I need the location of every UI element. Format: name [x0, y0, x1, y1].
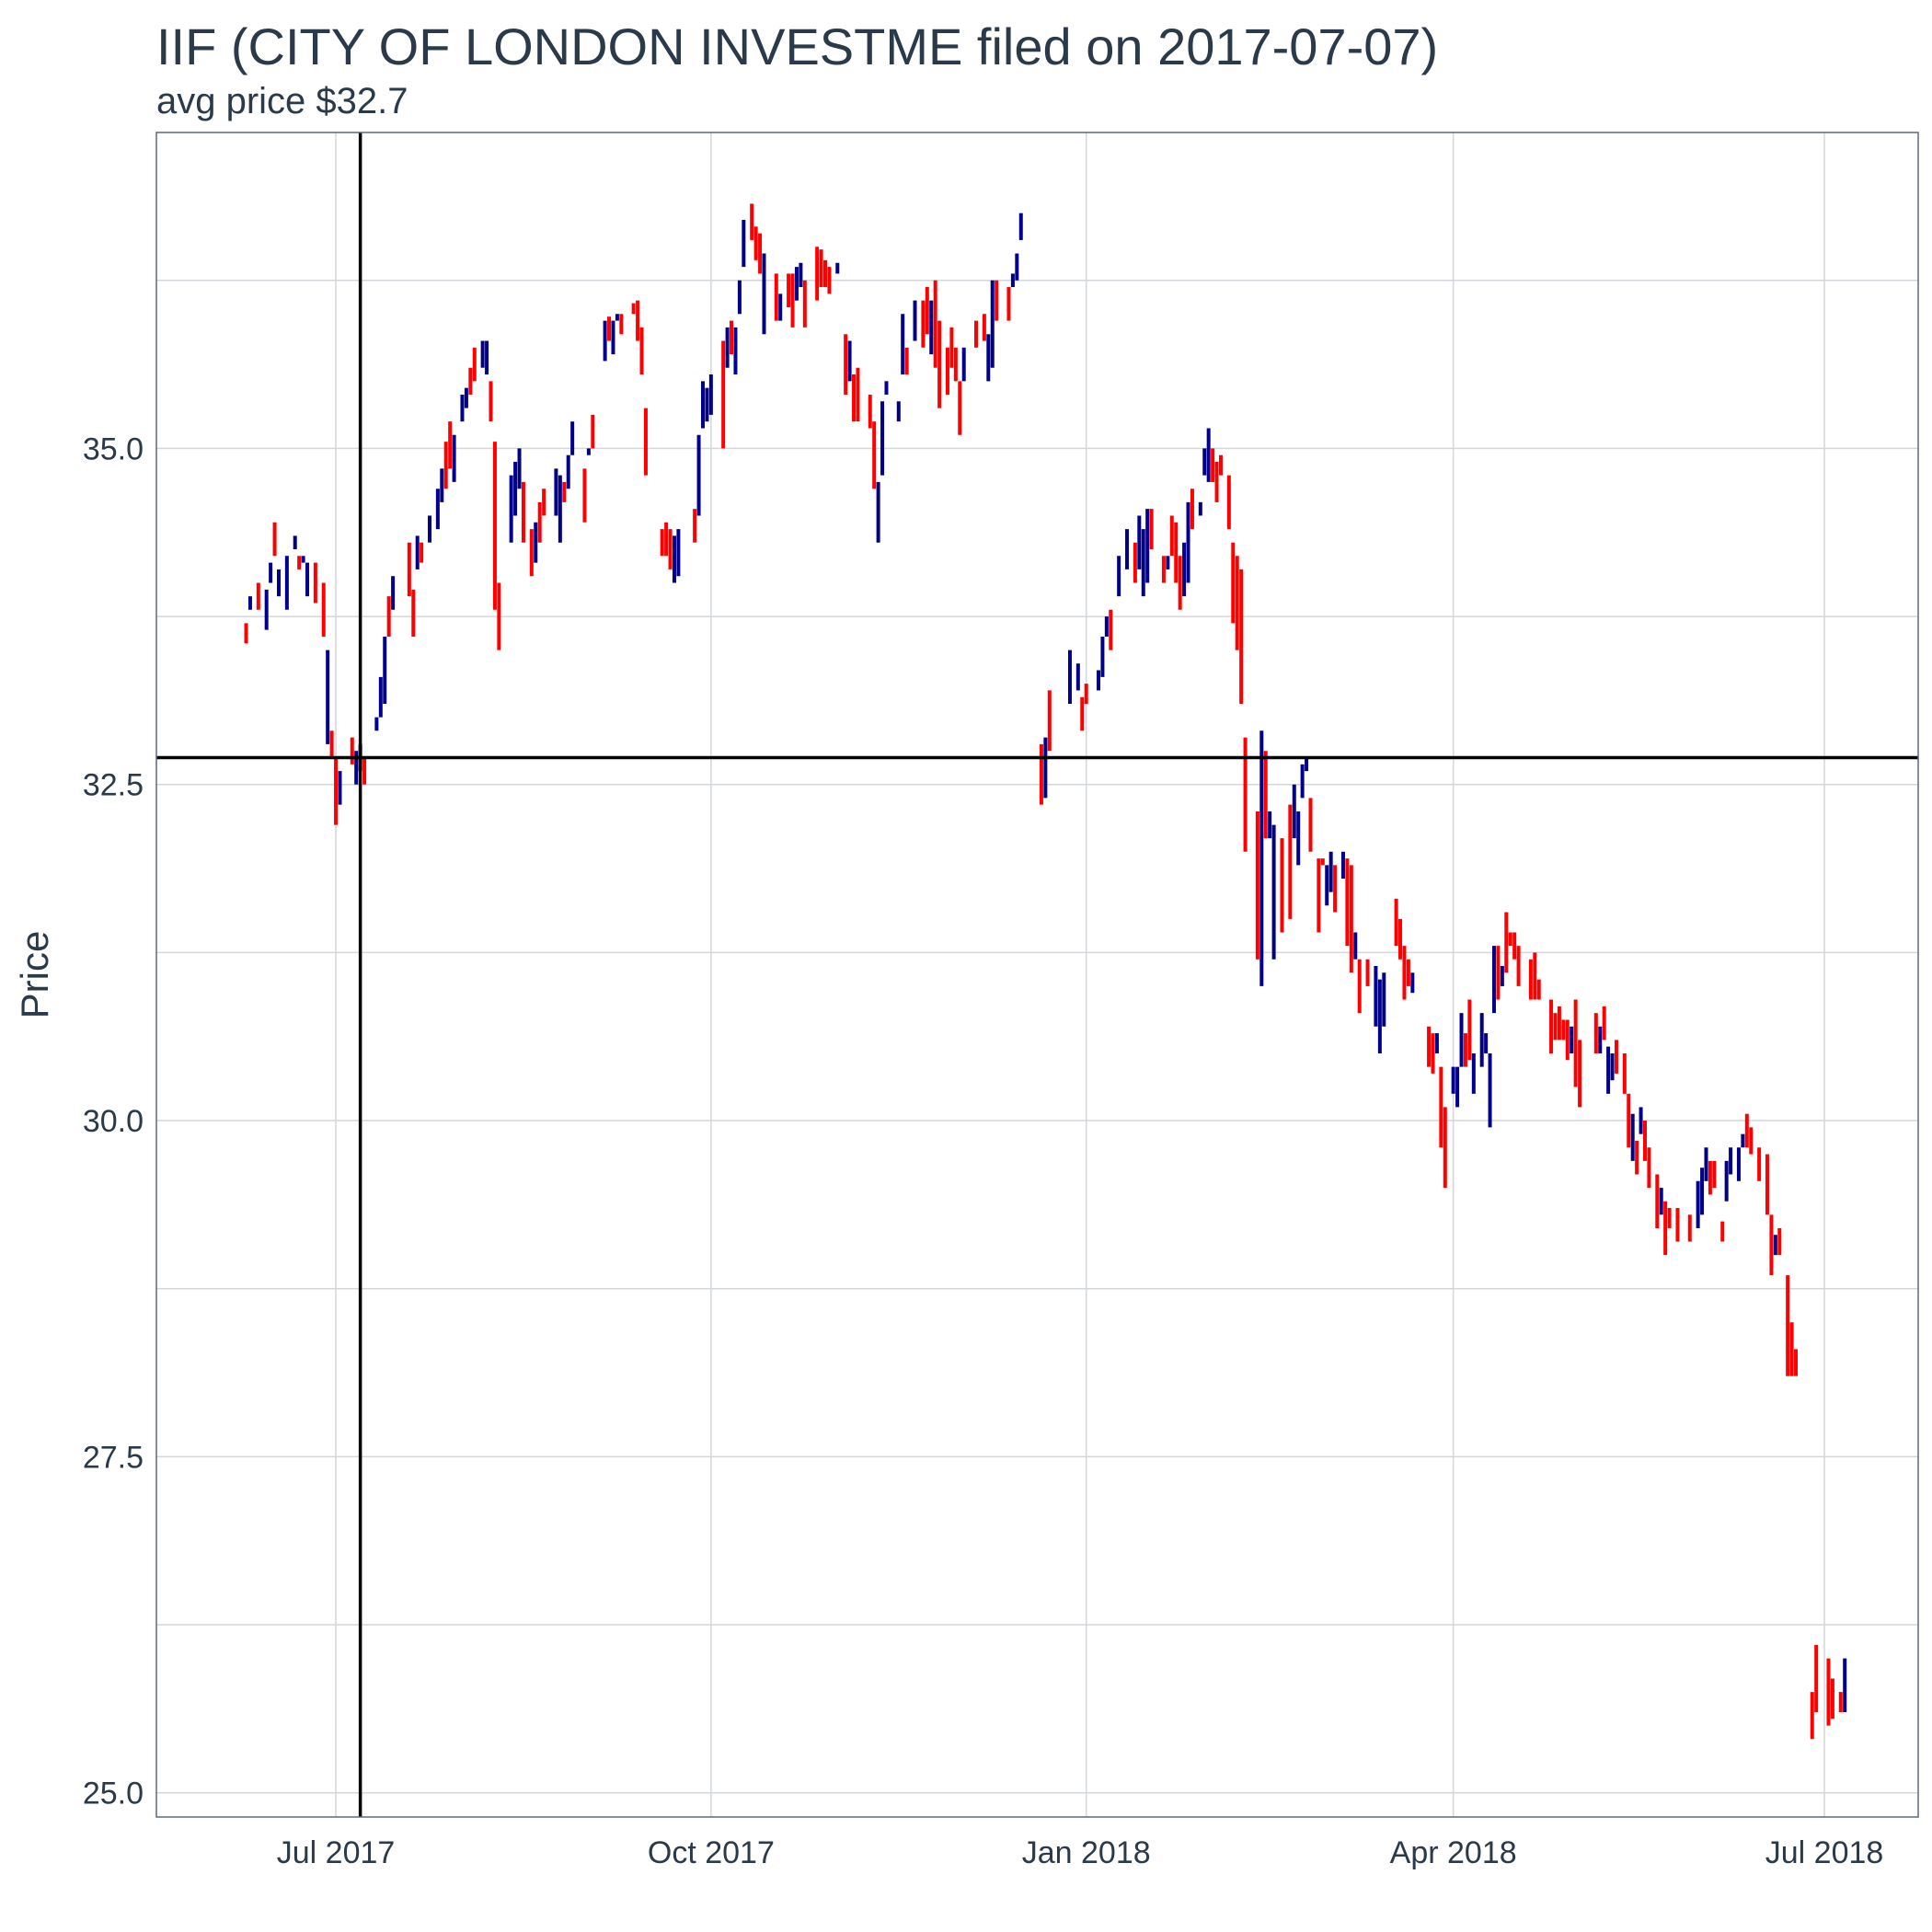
- x-tick-label: Jul 2018: [1765, 1835, 1884, 1870]
- x-tick-label: Jul 2017: [277, 1835, 396, 1870]
- chart-subtitle: avg price $32.7: [156, 81, 408, 121]
- chart-title: IIF (CITY OF LONDON INVESTME filed on 20…: [156, 17, 1439, 75]
- y-tick-label: 27.5: [83, 1440, 144, 1475]
- y-tick-label: 32.5: [83, 768, 144, 803]
- plot-border: [155, 132, 1919, 1818]
- y-tick-label: 25.0: [83, 1777, 144, 1811]
- x-tick-label: Apr 2018: [1390, 1835, 1517, 1870]
- x-tick-label: Oct 2017: [648, 1835, 775, 1870]
- x-tick-label: Jan 2018: [1022, 1835, 1151, 1870]
- y-tick-label: 35.0: [83, 431, 144, 466]
- y-tick-label: 30.0: [83, 1104, 144, 1139]
- y-axis-title: Price: [13, 931, 56, 1019]
